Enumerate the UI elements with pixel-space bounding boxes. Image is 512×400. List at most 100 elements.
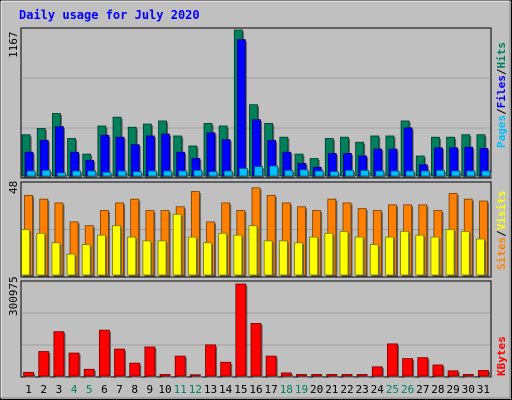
bar-visits-30 [460, 230, 470, 276]
bar-kbytes-10 [159, 374, 171, 377]
legend-sep-3: / [495, 230, 508, 237]
bar-kbytes-13 [205, 344, 216, 377]
bar-kbytes-22-shadow [343, 375, 354, 378]
bar-visits-3 [51, 242, 61, 276]
bar-pages-5 [87, 170, 97, 177]
day-label-5: 5 [86, 383, 93, 396]
bar-visits-22 [339, 230, 349, 276]
bar-kbytes-9 [144, 346, 156, 377]
bar-kbytes-23-shadow [358, 375, 369, 378]
legend-sep-2: / [495, 68, 508, 75]
bar-visits-11 [172, 213, 182, 276]
day-label-21: 21 [325, 383, 338, 396]
bar-pages-30 [466, 170, 476, 177]
day-label-6: 6 [101, 383, 108, 396]
day-label-10: 10 [158, 383, 171, 396]
bar-visits-9 [142, 240, 152, 276]
chart-title: Daily usage for July 2020 [19, 8, 200, 22]
bar-pages-2 [41, 169, 51, 177]
bar-pages-10 [163, 170, 172, 177]
legend-sep-1: / [495, 108, 508, 115]
bar-pages-29 [451, 170, 460, 177]
bar-kbytes-21-shadow [328, 375, 339, 378]
bar-visits-25 [385, 236, 394, 276]
bar-files-14 [221, 139, 231, 177]
bar-pages-12 [193, 169, 203, 177]
day-label-14: 14 [219, 383, 233, 396]
bar-visits-8 [127, 236, 137, 276]
day-label-11: 11 [174, 383, 187, 396]
bar-kbytes-19-shadow [297, 375, 308, 378]
bar-kbytes-30 [462, 374, 474, 377]
bar-visits-5 [81, 244, 91, 276]
bar-kbytes-15 [235, 283, 247, 377]
day-label-7: 7 [116, 383, 123, 396]
bar-visits-27 [415, 234, 425, 276]
bottom-legend: KBytes [495, 336, 508, 376]
bar-pages-27 [420, 170, 430, 177]
bar-pages-6 [102, 171, 112, 177]
bar-visits-15 [233, 234, 243, 276]
bar-visits-14 [218, 232, 228, 276]
bar-pages-11 [178, 170, 188, 177]
bar-visits-17 [263, 240, 273, 276]
bar-kbytes-4 [68, 352, 80, 377]
bar-kbytes-18 [280, 372, 292, 377]
bar-kbytes-7 [114, 348, 125, 377]
bottom-max-label: 300975 [7, 276, 20, 316]
bar-marks [21, 29, 492, 378]
top-legend: Pages/Files/Hits [495, 42, 508, 148]
bar-files-13 [206, 132, 216, 177]
day-label-27: 27 [416, 383, 429, 396]
bar-pages-3 [57, 172, 66, 177]
bar-pages-28 [436, 169, 445, 177]
bar-pages-14 [223, 170, 233, 177]
bar-visits-4 [66, 253, 76, 276]
day-label-19: 19 [295, 383, 308, 396]
day-label-24: 24 [371, 383, 385, 396]
bar-visits-19 [294, 242, 303, 276]
bar-visits-29 [445, 229, 455, 276]
bar-files-6 [100, 134, 110, 177]
bar-kbytes-21 [326, 374, 338, 377]
bar-kbytes-31 [478, 370, 489, 377]
day-label-18: 18 [280, 383, 293, 396]
bar-pages-15 [238, 168, 248, 177]
bar-visits-2 [36, 232, 46, 276]
day-label-23: 23 [356, 383, 369, 396]
bar-kbytes-27 [417, 357, 429, 377]
bar-kbytes-3 [53, 331, 65, 377]
bar-pages-20 [314, 170, 324, 177]
bar-files-10 [161, 133, 170, 177]
bar-kbytes-20-shadow [313, 375, 324, 378]
bar-pages-22 [345, 169, 354, 177]
bar-pages-16 [254, 166, 263, 177]
day-label-12: 12 [189, 383, 202, 396]
bar-files-3 [55, 126, 64, 177]
bar-kbytes-25 [387, 343, 398, 377]
bar-kbytes-23 [356, 374, 368, 377]
top-max-label: 1167 [7, 32, 20, 59]
legend-pages: Pages [495, 115, 508, 148]
bar-visits-20 [309, 236, 319, 276]
bar-pages-4 [72, 170, 81, 177]
middle-max-label: 48 [7, 181, 20, 194]
bar-pages-19 [299, 169, 309, 177]
bar-kbytes-5 [83, 368, 95, 377]
bar-pages-1 [26, 170, 36, 177]
bar-files-15 [236, 39, 246, 177]
legend-hits: Hits [495, 42, 508, 69]
bar-kbytes-8 [129, 362, 141, 377]
day-label-8: 8 [131, 383, 138, 396]
bar-visits-31 [476, 238, 485, 276]
day-label-29: 29 [446, 383, 459, 396]
bar-kbytes-14 [220, 361, 232, 377]
day-label-3: 3 [56, 383, 63, 396]
bar-visits-7 [112, 225, 121, 276]
bar-kbytes-17 [265, 355, 277, 377]
bar-kbytes-12-shadow [191, 376, 202, 378]
bar-kbytes-16 [250, 323, 262, 377]
day-label-17: 17 [265, 383, 278, 396]
bar-kbytes-19 [296, 374, 307, 377]
day-label-25: 25 [386, 383, 399, 396]
